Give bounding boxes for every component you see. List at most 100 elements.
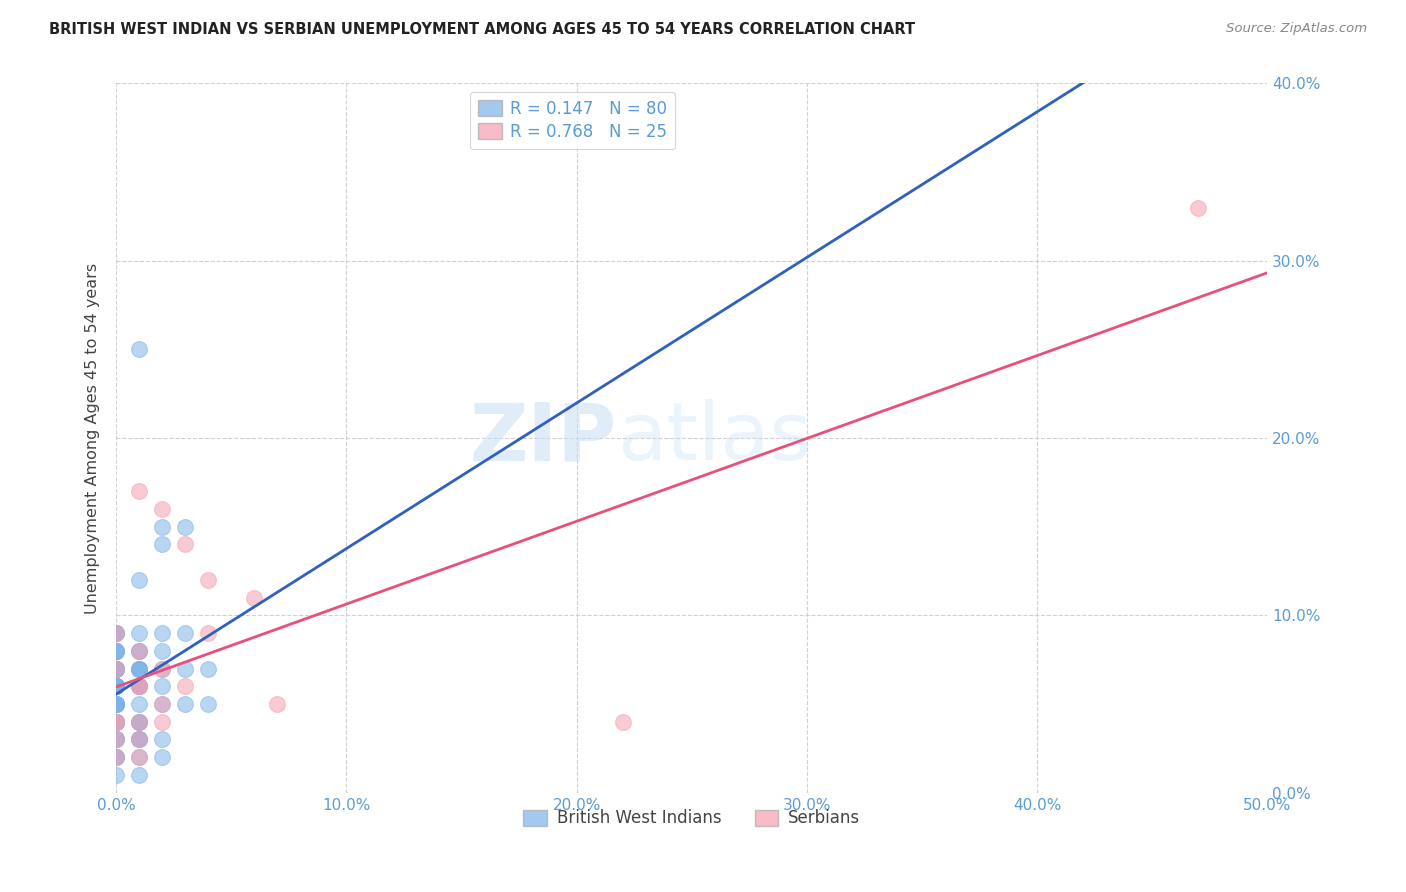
Point <box>105 661 128 675</box>
Point <box>128 661 150 675</box>
Point <box>128 750 150 764</box>
Point <box>128 750 150 764</box>
Point <box>105 697 128 711</box>
Point <box>266 697 288 711</box>
Point <box>150 661 173 675</box>
Point <box>128 484 150 499</box>
Point <box>105 732 128 747</box>
Point <box>174 679 197 693</box>
Point <box>105 697 128 711</box>
Point <box>105 732 128 747</box>
Point <box>150 537 173 551</box>
Point <box>105 697 128 711</box>
Text: ZIP: ZIP <box>470 399 617 477</box>
Point <box>105 714 128 729</box>
Point <box>128 732 150 747</box>
Point <box>128 732 150 747</box>
Point <box>128 714 150 729</box>
Point <box>128 697 150 711</box>
Legend: British West Indians, Serbians: British West Indians, Serbians <box>517 803 868 834</box>
Point <box>105 714 128 729</box>
Point <box>197 697 219 711</box>
Point <box>128 573 150 587</box>
Point <box>150 626 173 640</box>
Point <box>105 661 128 675</box>
Point <box>128 661 150 675</box>
Point <box>128 714 150 729</box>
Point <box>105 697 128 711</box>
Point <box>150 697 173 711</box>
Point <box>150 679 173 693</box>
Point <box>105 644 128 658</box>
Point <box>150 714 173 729</box>
Point <box>105 732 128 747</box>
Point <box>174 519 197 533</box>
Point <box>105 714 128 729</box>
Point <box>128 679 150 693</box>
Point <box>105 768 128 782</box>
Y-axis label: Unemployment Among Ages 45 to 54 years: Unemployment Among Ages 45 to 54 years <box>86 262 100 614</box>
Point <box>105 661 128 675</box>
Point <box>128 343 150 357</box>
Point <box>105 661 128 675</box>
Point <box>128 768 150 782</box>
Point <box>243 591 266 605</box>
Point <box>105 750 128 764</box>
Point <box>105 679 128 693</box>
Point <box>128 679 150 693</box>
Point <box>105 679 128 693</box>
Point <box>128 714 150 729</box>
Point <box>105 714 128 729</box>
Point <box>150 519 173 533</box>
Point <box>105 661 128 675</box>
Point <box>105 644 128 658</box>
Point <box>105 714 128 729</box>
Point <box>105 714 128 729</box>
Point <box>174 661 197 675</box>
Point <box>197 573 219 587</box>
Text: Source: ZipAtlas.com: Source: ZipAtlas.com <box>1226 22 1367 36</box>
Point <box>105 626 128 640</box>
Point <box>174 537 197 551</box>
Point <box>128 626 150 640</box>
Point <box>174 697 197 711</box>
Point <box>128 732 150 747</box>
Text: atlas: atlas <box>617 399 811 477</box>
Point <box>105 750 128 764</box>
Point <box>128 644 150 658</box>
Point <box>105 750 128 764</box>
Point <box>105 679 128 693</box>
Point <box>105 750 128 764</box>
Point <box>128 714 150 729</box>
Point <box>105 714 128 729</box>
Point <box>105 626 128 640</box>
Point <box>197 626 219 640</box>
Point <box>150 661 173 675</box>
Point <box>128 644 150 658</box>
Point <box>105 626 128 640</box>
Point <box>128 644 150 658</box>
Point <box>128 679 150 693</box>
Point <box>105 679 128 693</box>
Point <box>150 697 173 711</box>
Point <box>105 679 128 693</box>
Point <box>105 714 128 729</box>
Point <box>128 679 150 693</box>
Point <box>197 661 219 675</box>
Point <box>105 697 128 711</box>
Point <box>105 661 128 675</box>
Point <box>105 679 128 693</box>
Point <box>612 714 634 729</box>
Point <box>128 679 150 693</box>
Point <box>105 714 128 729</box>
Point <box>128 732 150 747</box>
Point <box>128 661 150 675</box>
Point <box>105 644 128 658</box>
Point <box>105 644 128 658</box>
Point <box>128 679 150 693</box>
Point <box>150 732 173 747</box>
Point <box>105 697 128 711</box>
Point <box>150 750 173 764</box>
Text: BRITISH WEST INDIAN VS SERBIAN UNEMPLOYMENT AMONG AGES 45 TO 54 YEARS CORRELATIO: BRITISH WEST INDIAN VS SERBIAN UNEMPLOYM… <box>49 22 915 37</box>
Point <box>105 714 128 729</box>
